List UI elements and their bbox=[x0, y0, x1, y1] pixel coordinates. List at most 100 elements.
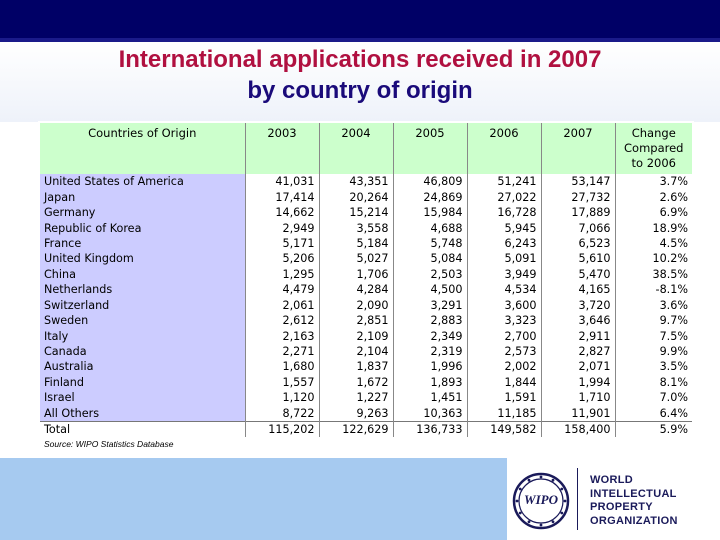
value-cell: 27,732 bbox=[540, 189, 615, 205]
table-row: United Kingdom 5,206 5,027 5,084 5,091 5,610 1… bbox=[40, 251, 692, 267]
value-cell: 2,271 bbox=[244, 343, 319, 360]
value-cell: 5,027 bbox=[318, 251, 393, 267]
value-cell: 1,591 bbox=[466, 390, 541, 406]
country-cell: Canada bbox=[40, 343, 245, 360]
header-year: 2003 bbox=[244, 123, 319, 174]
logo-divider bbox=[577, 468, 578, 530]
header-year: 2004 bbox=[318, 123, 393, 174]
value-cell: 2,700 bbox=[466, 328, 541, 344]
organization-name: WORLD INTELLECTUAL PROPERTY ORGANIZATION bbox=[590, 474, 678, 528]
table-row: Netherlands 4,479 4,284 4,500 4,534 4,165 -8.1… bbox=[40, 282, 692, 298]
value-cell: 1,672 bbox=[318, 374, 393, 391]
value-cell: 2,090 bbox=[318, 297, 393, 313]
country-cell: Japan bbox=[40, 189, 245, 205]
slide-title-line-1: International applications received in 2… bbox=[118, 46, 602, 73]
value-cell: 2,109 bbox=[318, 328, 393, 344]
value-cell: 46,809 bbox=[392, 174, 467, 190]
value-cell: 5,945 bbox=[466, 220, 541, 236]
country-cell: United Kingdom bbox=[40, 251, 245, 267]
value-cell: 2,319 bbox=[392, 343, 467, 360]
table-row: United States of America 41,031 43,351 46,8… bbox=[40, 174, 692, 190]
table-row: Israel 1,120 1,227 1,451 1,591 1,710 7.0% bbox=[40, 390, 692, 406]
value-cell: 41,031 bbox=[244, 174, 319, 190]
change-cell: 3.7% bbox=[614, 174, 692, 190]
value-cell: 4,534 bbox=[466, 282, 541, 298]
value-cell: 4,500 bbox=[392, 282, 467, 298]
value-cell: 1,680 bbox=[244, 359, 319, 375]
value-cell: 5,206 bbox=[244, 251, 319, 267]
table-row: Canada 2,271 2,104 2,319 2,573 2,827 9.9% bbox=[40, 343, 692, 360]
value-cell: 14,662 bbox=[244, 204, 319, 221]
value-cell: 6,243 bbox=[466, 235, 541, 252]
header-year: 2007 bbox=[540, 123, 615, 174]
top-bar bbox=[0, 0, 720, 42]
country-cell: France bbox=[40, 235, 245, 252]
value-cell: 1,706 bbox=[318, 266, 393, 283]
org-line-world: WORLD bbox=[590, 474, 634, 486]
value-cell: 2,851 bbox=[318, 312, 393, 329]
change-cell: 10.2% bbox=[614, 251, 692, 267]
value-cell: 8,722 bbox=[244, 405, 319, 422]
value-cell: 2,071 bbox=[540, 359, 615, 375]
change-cell: -8.1% bbox=[614, 282, 692, 298]
country-cell: Israel bbox=[40, 390, 245, 406]
value-cell: 4,284 bbox=[318, 282, 393, 298]
value-cell: 2,883 bbox=[392, 312, 467, 329]
table-row: Switzerland 2,061 2,090 3,291 3,600 3,720 3.6% bbox=[40, 297, 692, 313]
value-cell: 5,470 bbox=[540, 266, 615, 283]
value-cell: 7,066 bbox=[540, 220, 615, 236]
value-cell: 3,949 bbox=[466, 266, 541, 283]
value-cell: 5,184 bbox=[318, 235, 393, 252]
org-line-property: PROPERTY bbox=[590, 501, 653, 513]
value-cell: 2,503 bbox=[392, 266, 467, 283]
header-change: Change Compared to 2006 bbox=[614, 123, 692, 174]
value-cell: 1,893 bbox=[392, 374, 467, 391]
value-cell: 17,889 bbox=[540, 204, 615, 221]
applications-table: Countries of Origin 2003 2004 2005 2006 2007 C… bbox=[40, 123, 692, 438]
slide-title: International applications received in 2… bbox=[0, 44, 720, 106]
value-cell: 17,414 bbox=[244, 189, 319, 205]
value-cell: 9,263 bbox=[318, 405, 393, 422]
value-cell: 1,295 bbox=[244, 266, 319, 283]
table-header-row: Countries of Origin 2003 2004 2005 2006 2007 C… bbox=[40, 123, 692, 174]
value-cell: 2,573 bbox=[466, 343, 541, 360]
value-cell: 4,479 bbox=[244, 282, 319, 298]
value-cell: 2,827 bbox=[540, 343, 615, 360]
value-cell: 2,061 bbox=[244, 297, 319, 313]
value-cell: 5,084 bbox=[392, 251, 467, 267]
slide-title-line-2: by country of origin bbox=[247, 77, 473, 104]
value-cell: 2,163 bbox=[244, 328, 319, 344]
org-line-intellectual: INTELLECTUAL bbox=[590, 487, 677, 500]
value-cell: 43,351 bbox=[318, 174, 393, 190]
table-row: China 1,295 1,706 2,503 3,949 5,470 38.5% bbox=[40, 266, 692, 283]
country-cell: United States of America bbox=[40, 174, 245, 190]
title-band bbox=[0, 42, 720, 122]
value-cell: 2,949 bbox=[244, 220, 319, 236]
value-cell: 5,091 bbox=[466, 251, 541, 267]
value-cell: 1,994 bbox=[540, 374, 615, 391]
value-cell: 149,582 bbox=[466, 421, 541, 438]
value-cell: 3,720 bbox=[540, 297, 615, 313]
value-cell: 24,869 bbox=[392, 189, 467, 205]
value-cell: 15,214 bbox=[318, 204, 393, 221]
value-cell: 5,610 bbox=[540, 251, 615, 267]
value-cell: 4,165 bbox=[540, 282, 615, 298]
value-cell: 3,558 bbox=[318, 220, 393, 236]
value-cell: 3,600 bbox=[466, 297, 541, 313]
value-cell: 1,996 bbox=[392, 359, 467, 375]
header-countries: Countries of Origin bbox=[40, 123, 245, 174]
value-cell: 1,844 bbox=[466, 374, 541, 391]
value-cell: 11,185 bbox=[466, 405, 541, 422]
value-cell: 2,349 bbox=[392, 328, 467, 344]
country-cell: China bbox=[40, 266, 245, 283]
table-row: Australia 1,680 1,837 1,996 2,002 2,071 3.5% bbox=[40, 359, 692, 375]
value-cell: 20,264 bbox=[318, 189, 393, 205]
change-cell: 3.5% bbox=[614, 359, 692, 375]
table-row: Finland 1,557 1,672 1,893 1,844 1,994 8.1% bbox=[40, 374, 692, 391]
value-cell: 6,523 bbox=[540, 235, 615, 252]
value-cell: 2,911 bbox=[540, 328, 615, 344]
value-cell: 1,557 bbox=[244, 374, 319, 391]
change-cell: 2.6% bbox=[614, 189, 692, 205]
seal-text: WIPO bbox=[524, 492, 558, 507]
table-row: All Others 8,722 9,263 10,363 11,185 11,901 6.… bbox=[40, 405, 692, 422]
